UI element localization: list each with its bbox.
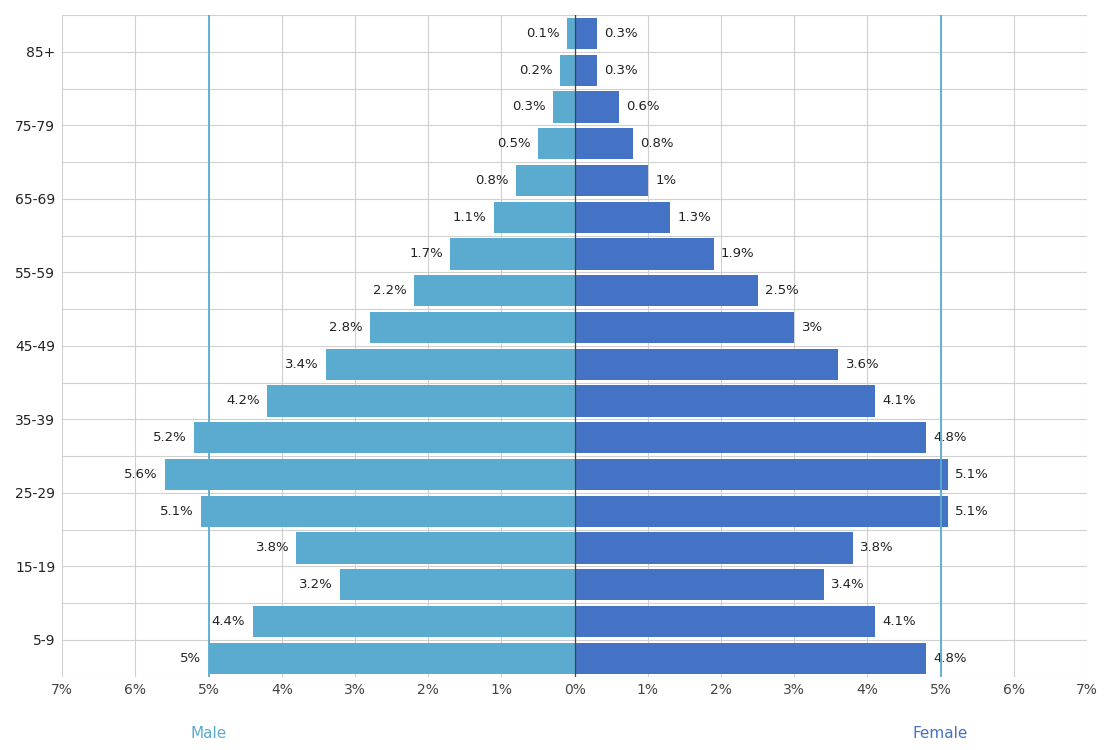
Text: 0.8%: 0.8% — [640, 137, 674, 150]
Bar — [574, 386, 875, 416]
Text: 0.3%: 0.3% — [604, 64, 638, 76]
Text: 5%: 5% — [180, 652, 201, 664]
Bar — [253, 606, 574, 637]
Bar — [201, 496, 574, 526]
Bar — [574, 349, 838, 380]
Text: 3.2%: 3.2% — [299, 578, 333, 591]
Bar — [326, 349, 574, 380]
Text: 0.6%: 0.6% — [626, 100, 659, 113]
Text: 5.1%: 5.1% — [160, 505, 194, 518]
Text: Female: Female — [913, 726, 968, 741]
Bar — [574, 18, 597, 49]
Bar — [574, 312, 795, 343]
Text: 4.1%: 4.1% — [883, 615, 916, 628]
Text: 0.3%: 0.3% — [512, 100, 545, 113]
Text: 1.7%: 1.7% — [410, 248, 443, 260]
Text: 3.8%: 3.8% — [256, 542, 289, 554]
Text: 3.8%: 3.8% — [860, 542, 894, 554]
Bar — [208, 643, 574, 674]
Bar — [574, 275, 758, 306]
Text: 5.1%: 5.1% — [955, 468, 989, 481]
Text: 1.9%: 1.9% — [721, 248, 755, 260]
Text: 0.2%: 0.2% — [519, 64, 553, 76]
Text: 4.8%: 4.8% — [934, 431, 967, 444]
Bar — [574, 165, 648, 196]
Bar — [574, 569, 824, 600]
Bar — [516, 165, 574, 196]
Bar — [574, 532, 853, 563]
Bar — [450, 238, 574, 269]
Bar — [574, 422, 926, 453]
Text: Male: Male — [190, 726, 227, 741]
Bar — [370, 312, 574, 343]
Bar — [568, 18, 574, 49]
Text: 4.8%: 4.8% — [934, 652, 967, 664]
Bar — [574, 92, 619, 122]
Bar — [538, 128, 574, 159]
Bar — [574, 202, 670, 232]
Text: 2.8%: 2.8% — [328, 321, 363, 334]
Bar — [574, 643, 926, 674]
Bar — [267, 386, 574, 416]
Bar — [194, 422, 574, 453]
Text: 0.3%: 0.3% — [604, 27, 638, 40]
Bar — [574, 606, 875, 637]
Text: 3%: 3% — [801, 321, 823, 334]
Text: 4.1%: 4.1% — [883, 394, 916, 407]
Text: 1.1%: 1.1% — [453, 211, 486, 224]
Bar — [553, 92, 574, 122]
Text: 3.6%: 3.6% — [846, 358, 879, 370]
Text: 1%: 1% — [656, 174, 677, 187]
Text: 2.5%: 2.5% — [765, 284, 799, 297]
Bar — [341, 569, 574, 600]
Bar — [574, 238, 713, 269]
Text: 4.4%: 4.4% — [211, 615, 245, 628]
Text: 2.2%: 2.2% — [373, 284, 406, 297]
Bar — [560, 55, 574, 86]
Bar — [574, 128, 633, 159]
Text: 4.2%: 4.2% — [226, 394, 259, 407]
Bar — [574, 55, 597, 86]
Bar — [165, 459, 574, 490]
Bar — [494, 202, 574, 232]
Text: 5.1%: 5.1% — [955, 505, 989, 518]
Text: 0.1%: 0.1% — [526, 27, 560, 40]
Text: 0.8%: 0.8% — [475, 174, 509, 187]
Bar — [574, 496, 948, 526]
Text: 1.3%: 1.3% — [677, 211, 711, 224]
Bar — [296, 532, 574, 563]
Text: 3.4%: 3.4% — [285, 358, 318, 370]
Text: 5.6%: 5.6% — [124, 468, 157, 481]
Bar — [414, 275, 574, 306]
Text: 0.5%: 0.5% — [498, 137, 531, 150]
Text: 5.2%: 5.2% — [152, 431, 187, 444]
Bar — [574, 459, 948, 490]
Text: 3.4%: 3.4% — [830, 578, 865, 591]
